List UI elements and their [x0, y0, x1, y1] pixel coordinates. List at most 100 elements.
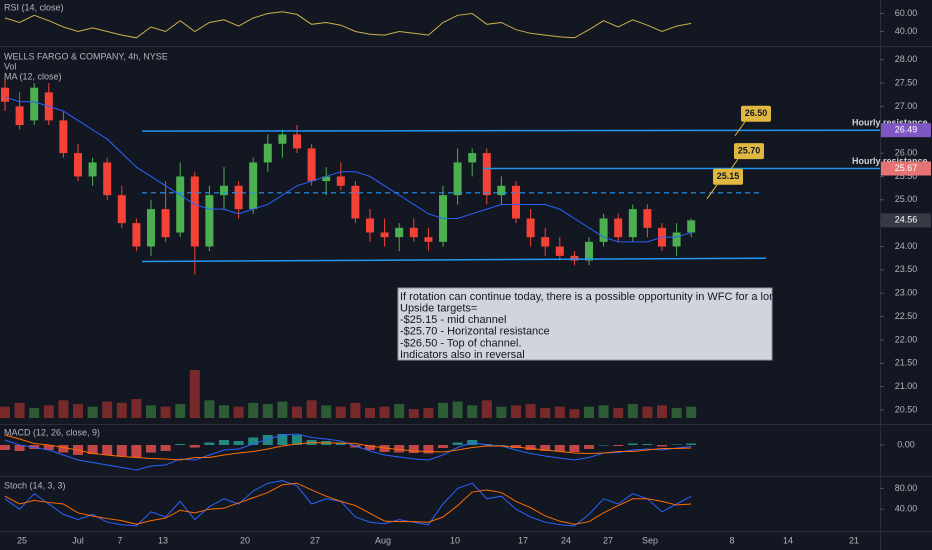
candle-body: [468, 153, 477, 163]
chart-title: WELLS FARGO & COMPANY, 4h, NYSE: [4, 51, 168, 61]
x-tick-label: Jul: [72, 535, 84, 545]
histogram-bar: [671, 444, 682, 445]
candle-body: [103, 162, 112, 196]
histogram-bar: [175, 444, 186, 445]
candle-body: [628, 209, 637, 238]
candle-body: [249, 162, 258, 210]
callout-box: [734, 143, 764, 160]
y-tick-label: 21.50: [895, 358, 918, 368]
y-tick-label: 24.00: [895, 241, 918, 251]
candle-body: [453, 162, 462, 196]
histogram-bar: [160, 445, 171, 451]
histogram-bar: [146, 445, 156, 453]
candle-body: [263, 143, 272, 163]
ma-legend: MA (12, close): [4, 71, 62, 81]
y-tick-label: 26.00: [895, 147, 918, 157]
y-tick-label: 23.50: [895, 264, 918, 274]
volume-bar: [175, 404, 186, 418]
y-tick-label: 23.00: [895, 288, 918, 298]
histogram-bar: [365, 445, 375, 450]
callout-label: 26.50: [745, 108, 768, 118]
x-tick-label: 14: [783, 535, 793, 545]
y-tick-label: 27.50: [895, 77, 918, 87]
candle-body: [293, 134, 301, 149]
histogram-bar: [248, 437, 259, 445]
candle-body: [570, 255, 579, 261]
histogram-bar: [14, 445, 25, 451]
volume-bar: [481, 400, 492, 418]
x-tick-label: 8: [729, 535, 734, 545]
y-tick-label: 22.00: [895, 334, 918, 344]
x-tick-label: Aug: [375, 535, 391, 545]
volume-bar: [131, 399, 142, 418]
volume-bar: [102, 401, 113, 418]
x-tick-label: 24: [561, 535, 571, 545]
volume-bar: [58, 400, 69, 418]
y-tick-label: 25.00: [895, 194, 918, 204]
candle-body: [234, 185, 243, 210]
candle-body: [147, 209, 155, 247]
volume-bar: [365, 407, 375, 418]
volume-bar: [160, 406, 171, 418]
volume-bar: [496, 406, 507, 418]
histogram-bar: [262, 435, 273, 445]
y-tick-label: 40.00: [895, 504, 918, 514]
x-tick-label: Sep: [642, 535, 658, 545]
y-tick-label: 21.00: [895, 381, 918, 391]
x-tick-label: 10: [450, 535, 460, 545]
volume-bar: [671, 407, 682, 418]
y-tick-label: 28.00: [895, 54, 918, 64]
histogram-bar: [131, 445, 142, 458]
candle-body: [351, 185, 360, 219]
candle-body: [176, 176, 185, 233]
histogram-bar: [87, 445, 98, 454]
volume-bar: [686, 406, 697, 418]
volume-bar: [438, 402, 448, 418]
macd-line: [4, 434, 692, 461]
volume-bar: [87, 406, 98, 418]
volume-bar: [642, 406, 653, 418]
candle-body: [395, 227, 404, 238]
candle-body: [336, 176, 345, 186]
volume-bar: [204, 400, 215, 418]
callout-pointer: [706, 184, 718, 200]
candle-body: [541, 237, 550, 247]
candle-body: [672, 232, 681, 247]
volume-bar: [335, 406, 346, 418]
volume-legend: Vol: [4, 61, 17, 71]
volume-bar: [233, 406, 244, 418]
volume-bar: [657, 405, 667, 418]
histogram-bar: [219, 440, 229, 445]
volume-bar: [277, 401, 288, 418]
candle-body: [190, 176, 199, 247]
histogram-bar: [233, 441, 244, 445]
candle-body: [366, 218, 374, 233]
candle-body: [380, 232, 389, 238]
candle-body: [585, 241, 593, 261]
histogram-bar: [540, 445, 551, 451]
candle-body: [132, 223, 141, 247]
candle-body: [161, 209, 170, 238]
histogram-bar: [627, 443, 638, 445]
candle-body: [59, 120, 68, 154]
panel-title: MACD (12, 26, close, 9): [4, 427, 100, 437]
x-tick-label: 21: [849, 535, 859, 545]
volume-bar: [627, 404, 638, 418]
price-tag-label: 25.67: [895, 163, 918, 173]
volume-bar: [29, 407, 40, 418]
text-box-bg: [397, 287, 773, 361]
histogram-bar: [292, 435, 302, 445]
channel-top: [141, 129, 881, 132]
price-tag-label: 26.49: [895, 125, 918, 135]
x-tick-label: 17: [518, 535, 528, 545]
volume-bar: [14, 402, 25, 418]
candle-body: [117, 195, 126, 224]
histogram-bar: [584, 445, 594, 449]
y-tick-label: 22.50: [895, 311, 918, 321]
histogram-bar: [204, 442, 215, 445]
candle-body: [497, 185, 506, 196]
histogram-bar: [438, 445, 448, 448]
y-tick-label: 27.00: [895, 101, 918, 111]
y-tick-label: 40.00: [895, 26, 918, 36]
callout-label: 25.70: [738, 145, 761, 155]
